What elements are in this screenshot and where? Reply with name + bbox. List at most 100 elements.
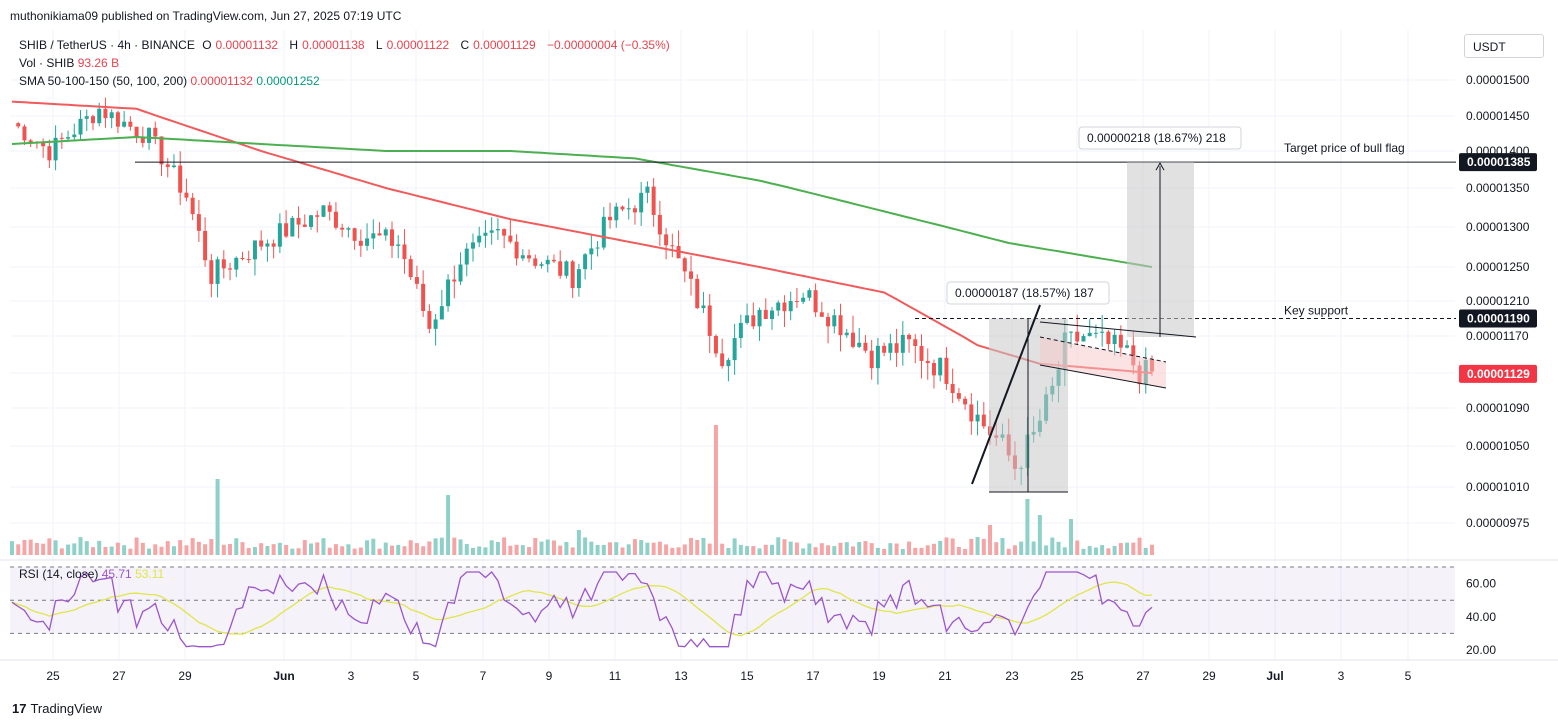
volume-bar <box>863 541 868 555</box>
flag-lower-line <box>1039 364 1167 389</box>
candle-body <box>508 235 513 242</box>
volume-bar <box>321 538 326 555</box>
candle-body <box>489 230 494 233</box>
candle-body <box>365 238 370 246</box>
volume-bar <box>284 545 289 555</box>
volume-bar <box>408 540 413 555</box>
volume-bar <box>22 539 27 555</box>
candle-body <box>352 228 357 241</box>
volume-bar <box>738 544 743 555</box>
volume-bar <box>327 547 332 555</box>
candle-body <box>390 229 394 246</box>
volume-legend[interactable]: Vol · SHIB 93.26 B <box>19 56 119 70</box>
candle-body <box>259 240 264 247</box>
volume-bar <box>446 495 451 555</box>
candle-body <box>807 290 812 298</box>
price-labels: 0.00001385 0.00001190 0.00001129 <box>1459 153 1537 383</box>
volume-bar <box>576 530 581 555</box>
candle-body <box>1106 331 1111 344</box>
rsi-legend[interactable]: RSI (14, close) 45.71 53.11 <box>19 567 164 581</box>
candle-body <box>595 247 600 249</box>
volume-bar <box>801 548 806 555</box>
volume-bar <box>713 425 718 555</box>
sma-legend[interactable]: SMA 50-100-150 (50, 100, 200) 0.00001132… <box>19 74 320 88</box>
volume-bar <box>913 547 918 555</box>
candle-body <box>333 211 338 228</box>
volume-bar <box>439 537 444 555</box>
volume-bar <box>265 545 270 555</box>
volume-bar <box>165 541 170 555</box>
volume-bars <box>10 425 1154 555</box>
candle-body <box>234 257 239 270</box>
price-label-box <box>1459 153 1537 172</box>
volume-bar <box>994 542 999 555</box>
candle-body <box>396 244 401 246</box>
volume-bar <box>215 479 220 555</box>
open-value: 0.00001132 <box>215 38 279 52</box>
volume-bar <box>1087 546 1092 555</box>
volume-bar <box>645 542 650 555</box>
volume-bar <box>1075 540 1080 555</box>
volume-label: Vol · SHIB <box>19 56 75 70</box>
volume-bar <box>626 544 631 555</box>
candle-body <box>340 227 345 230</box>
x-axis-tick-label: 11 <box>609 669 622 683</box>
currency-button[interactable]: USDT <box>1464 34 1544 58</box>
candle-body <box>452 279 457 282</box>
volume-bar <box>140 542 145 555</box>
volume-bar <box>259 543 264 555</box>
candle-body <box>657 214 662 235</box>
tradingview-logo[interactable]: 17 TradingView <box>12 701 102 716</box>
candle-body <box>956 393 961 399</box>
volume-bar <box>371 538 376 555</box>
volume-bar <box>72 543 77 555</box>
candle-body <box>134 126 139 137</box>
volume-bar <box>1137 537 1142 555</box>
change-value: −0.00000004 (−0.35%) <box>547 38 670 52</box>
volume-bar <box>508 545 513 555</box>
candle-body <box>701 305 706 309</box>
candle-body <box>66 137 71 139</box>
candle-body <box>850 332 855 347</box>
volume-bar <box>309 543 314 555</box>
volume-bar <box>358 547 363 555</box>
rsi-line <box>11 571 1153 648</box>
volume-bar <box>1112 545 1117 555</box>
volume-bar <box>551 540 556 555</box>
x-axis-tick-label: 29 <box>1202 669 1216 683</box>
price-label-box <box>1459 364 1537 383</box>
symbol-name[interactable]: SHIB / TetherUS · 4h · BINANCE <box>19 38 195 52</box>
volume-bar <box>1150 544 1154 555</box>
candle-body <box>1069 331 1074 333</box>
volume-bar <box>857 541 862 555</box>
candle-body <box>670 245 675 247</box>
candle-body <box>925 360 930 364</box>
candle-body <box>564 261 569 276</box>
y-axis-tick-label: 0.00001250 <box>1466 260 1530 274</box>
candle-body <box>838 315 843 336</box>
candle-body <box>439 306 444 320</box>
volume-bar <box>1044 545 1049 555</box>
volume-bar <box>78 537 83 555</box>
price-label-text: 0.00001190 <box>1467 312 1530 326</box>
candle-body <box>813 290 818 313</box>
candle-body <box>689 271 694 279</box>
flag-channel-fill <box>1040 337 1166 388</box>
volume-bar <box>134 537 139 555</box>
volume-bar <box>589 541 594 555</box>
sma-label: SMA 50-100-150 (50, 100, 200) <box>19 74 188 88</box>
volume-bar <box>882 548 887 555</box>
candle-body <box>981 414 986 427</box>
volume-bar <box>402 546 407 555</box>
candle-body <box>882 345 887 353</box>
volume-bar <box>770 544 774 555</box>
volume-bar <box>701 537 706 555</box>
candle-body <box>732 338 737 361</box>
candle-body <box>464 248 469 265</box>
volume-bar <box>346 544 351 555</box>
sma-slow-value: 0.00001252 <box>256 74 320 88</box>
volume-bar <box>1125 542 1130 555</box>
candle-body <box>402 244 407 260</box>
x-axis-tick-label: Jun <box>273 669 294 683</box>
